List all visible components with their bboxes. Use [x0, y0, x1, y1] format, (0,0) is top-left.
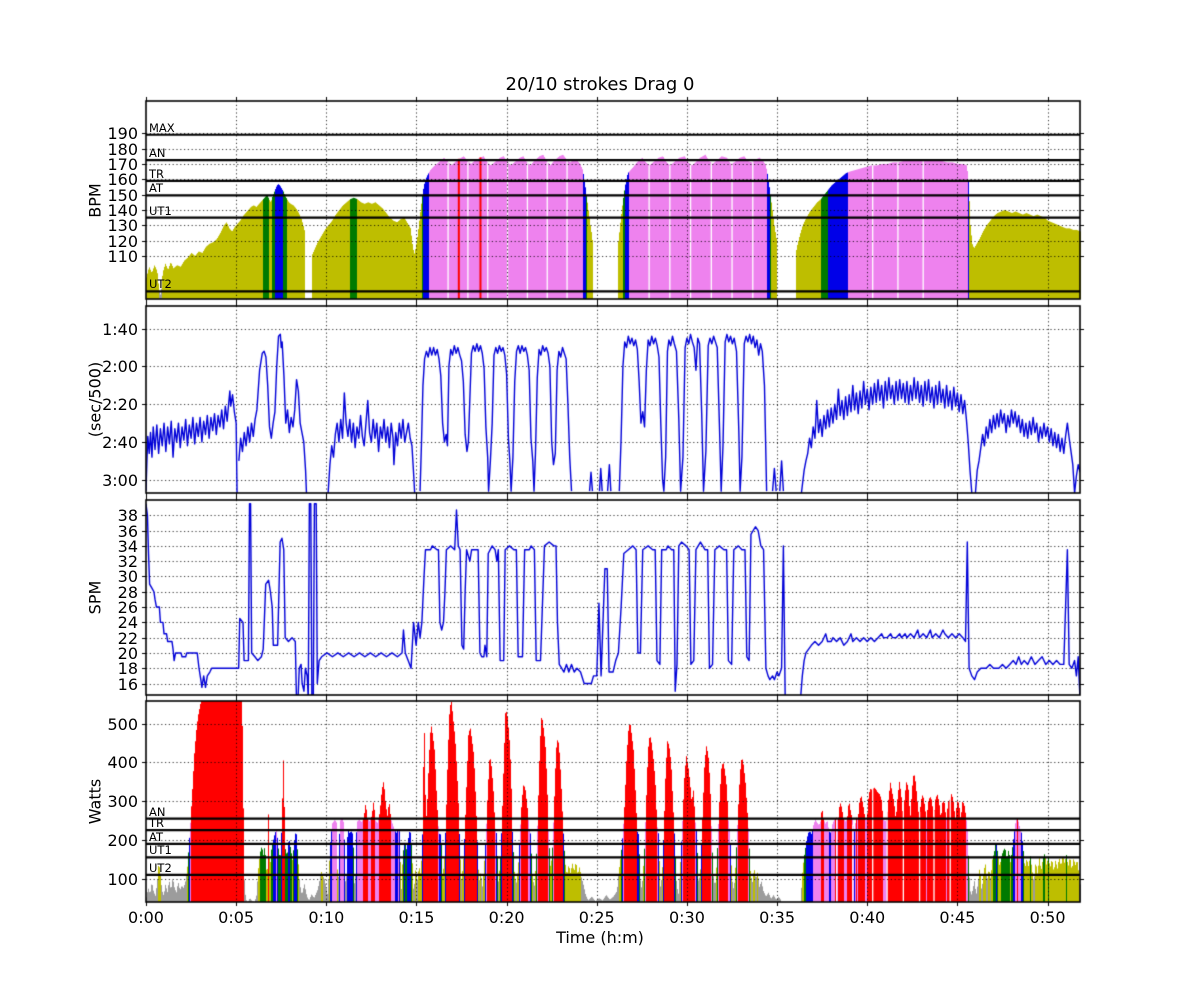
x-tick-label: 0:25 [578, 908, 615, 927]
zone-label-bpm-at: AT [149, 181, 163, 196]
y-tick-label-spm: 26 [117, 597, 138, 617]
zone-label-watts-ut2: UT2 [149, 860, 172, 875]
x-tick-label: 0:00 [128, 908, 164, 927]
y-tick-label-spm: 22 [117, 628, 138, 648]
y-tick-label-pace: 2:20 [102, 394, 138, 414]
x-tick-label: 0:15 [398, 908, 435, 927]
zone-label-bpm-an: AN [149, 146, 166, 161]
y-tick-label-pace: 2:00 [102, 356, 138, 376]
y-tick-label-spm: 36 [117, 521, 138, 541]
chart-title: 20/10 strokes Drag 0 [505, 74, 695, 95]
y-tick-label-pace: 3:00 [102, 470, 138, 490]
y-tick-label-watts: 400 [107, 752, 138, 772]
y-tick-label-bpm: 130 [107, 215, 138, 235]
zone-label-watts-at: AT [149, 829, 163, 844]
x-tick-label: 0:40 [849, 908, 886, 927]
y-tick-label-watts: 100 [107, 869, 138, 889]
x-tick-label: 0:10 [308, 908, 345, 927]
y-tick-label-spm: 20 [117, 643, 138, 663]
y-tick-label-spm: 30 [117, 566, 138, 586]
y-tick-label-spm: 16 [117, 674, 138, 694]
y-tick-label-bpm: 110 [107, 246, 138, 266]
y-tick-label-spm: 18 [117, 658, 138, 678]
y-tick-label-watts: 200 [107, 830, 138, 850]
y-tick-label-spm: 38 [117, 505, 138, 525]
zone-label-bpm-ut2: UT2 [149, 277, 172, 292]
y-tick-label-watts: 500 [107, 714, 138, 734]
zone-label-bpm-ut1: UT1 [149, 203, 172, 218]
y-tick-label-pace: 2:40 [102, 432, 138, 452]
zone-label-watts-tr: TR [149, 816, 165, 831]
y-tick-label-bpm: 180 [107, 139, 138, 159]
y-tick-label-spm: 32 [117, 551, 138, 571]
y-tick-label-bpm: 160 [107, 169, 138, 189]
y-tick-label-bpm: 170 [107, 154, 138, 174]
zone-label-watts-ut1: UT1 [149, 843, 172, 858]
zone-label-watts-an: AN [149, 804, 166, 819]
y-tick-label-bpm: 190 [107, 123, 138, 143]
y-tick-label-pace: 1:40 [102, 319, 138, 339]
x-tick-label: 0:20 [488, 908, 525, 927]
y-tick-label-bpm: 150 [107, 185, 138, 205]
zone-label-bpm-max: MAX [149, 120, 175, 135]
x-tick-label: 0:35 [759, 908, 796, 927]
x-tick-label: 0:05 [218, 908, 255, 927]
y-tick-label-bpm: 140 [107, 200, 138, 220]
y-tick-label-bpm: 120 [107, 231, 138, 251]
y-tick-label-spm: 28 [117, 582, 138, 602]
x-tick-label: 0:45 [939, 908, 976, 927]
zone-label-bpm-tr: TR [149, 166, 165, 181]
y-tick-label-spm: 24 [117, 612, 138, 632]
x-tick-label: 0:30 [668, 908, 705, 927]
y-tick-label-watts: 300 [107, 791, 138, 811]
x-tick-label: 0:50 [1029, 908, 1066, 927]
y-tick-label-spm: 34 [117, 536, 138, 556]
x-axis-label: Time (h:m) [556, 928, 644, 947]
